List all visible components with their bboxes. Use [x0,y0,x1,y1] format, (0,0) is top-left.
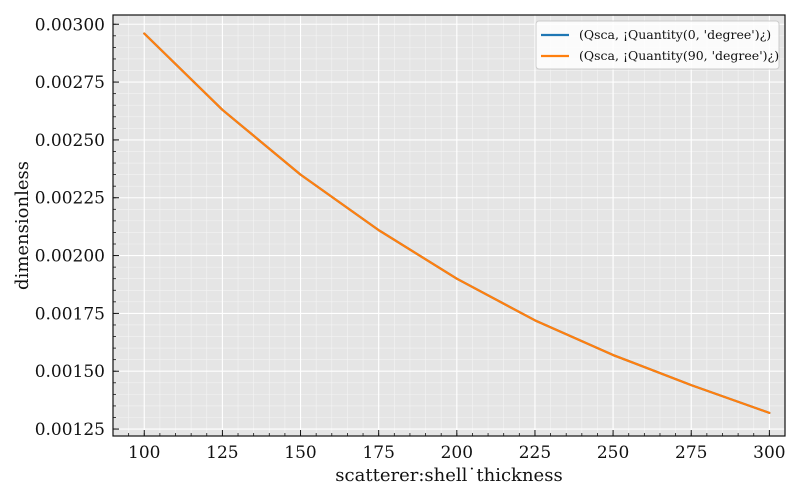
x-tick-label: 175 [362,443,394,463]
x-tick-label: 150 [284,443,316,463]
legend-box [535,20,780,70]
x-axis-title: scatterer:shell˙thickness [335,465,562,486]
y-tick-label: 0.00125 [35,420,105,440]
legend: (Qsca, ¡Quantity(0, 'degree')¿) (Qsca, ¡Q… [535,20,780,70]
axis-ticks [113,23,786,436]
plot-frame [112,14,786,437]
x-tick-label: 100 [128,443,160,463]
x-tick-label: 125 [206,443,238,463]
y-tick-label: 0.00250 [35,131,105,151]
x-tick-label: 200 [441,443,473,463]
major-gridlines [113,15,785,436]
plot-area [113,15,785,436]
y-tick-label: 0.00175 [35,304,105,324]
x-tick-label: 250 [597,443,629,463]
y-tick-label: 0.00150 [35,362,105,382]
x-tick-label: 225 [519,443,551,463]
series-line-1 [143,32,771,414]
y-tick-labels: 0.00125 0.00150 0.00175 0.00200 0.00225 0.002… [35,15,105,440]
series-layer [143,32,771,414]
legend-label-1: (Qsca, ¡Quantity(90, 'degree')¿) [579,48,779,63]
x-tick-label: 275 [675,443,707,463]
y-tick-label: 0.00225 [35,189,105,209]
y-axis-title: dimensionless [12,161,33,290]
y-tick-label: 0.00300 [35,15,105,35]
legend-label-0: (Qsca, ¡Quantity(0, 'degree')¿) [579,27,771,42]
x-tick-label: 300 [753,443,785,463]
y-tick-label: 0.00275 [35,73,105,93]
x-tick-labels: 100 125 150 175 200 225 250 275 300 [128,443,786,463]
y-tick-label: 0.00200 [35,247,105,267]
